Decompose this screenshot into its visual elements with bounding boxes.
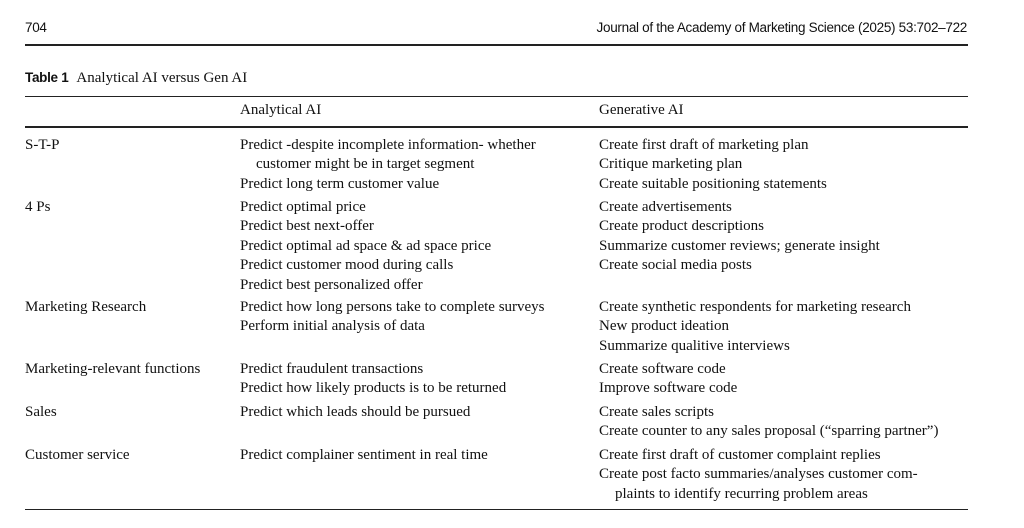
analytical-item: Predict optimal ad space & ad space pric… [240, 237, 492, 254]
generative-cell: Create sales scripts Create counter to an… [599, 403, 938, 442]
generative-cell: Create synthetic respondents for marketi… [599, 298, 911, 356]
generative-item: Create first draft of customer complaint… [599, 447, 881, 463]
analytical-item: Predict -despite incomplete information-… [240, 137, 536, 153]
generative-item: New product ideation [599, 318, 729, 335]
generative-cell: Create software code Improve software cod… [599, 360, 737, 399]
generative-cell: Create first draft of marketing plan Crit… [599, 136, 827, 194]
analytical-cell: Predict complainer sentiment in real tim… [240, 446, 488, 465]
table-bottom-rule [25, 509, 968, 510]
generative-cell: Create first draft of customer complaint… [599, 446, 918, 504]
analytical-cell: Predict -despite incomplete information-… [240, 136, 536, 194]
generative-item: Improve software code [599, 380, 738, 397]
analytical-item: Predict which leads should be pursued [240, 404, 471, 420]
analytical-item: customer might be in target segment [256, 156, 475, 173]
row-category: S-T-P [25, 137, 60, 153]
analytical-item: Predict best next-offer [240, 218, 374, 235]
journal-citation: Journal of the Academy of Marketing Scie… [596, 20, 968, 35]
generative-item: Create advertisements [599, 199, 732, 215]
analytical-cell: Predict optimal price Predict best next-o… [240, 198, 491, 295]
column-header-generative: Generative AI [599, 102, 684, 118]
generative-item: Create counter to any sales proposal (“s… [599, 423, 939, 440]
analytical-item: Perform initial analysis of data [240, 318, 425, 335]
table-top-rule [25, 96, 968, 97]
row-category: Marketing-relevant functions [25, 361, 201, 377]
analytical-item: Predict optimal price [240, 199, 366, 215]
table-caption: Table 1 Analytical AI versus Gen AI [25, 70, 247, 87]
row-category: 4 Ps [25, 199, 51, 215]
analytical-cell: Predict how long persons take to complet… [240, 298, 545, 337]
generative-item: Create software code [599, 361, 726, 377]
analytical-cell: Predict which leads should be pursued [240, 403, 470, 422]
analytical-item: Predict how likely products is to be ret… [240, 380, 507, 397]
generative-item: plaints to identify recurring problem ar… [615, 485, 868, 502]
analytical-item: Predict best personalized offer [240, 276, 423, 293]
analytical-item: Predict fraudulent transactions [240, 361, 424, 377]
table-label: Table 1 [25, 70, 69, 85]
generative-item: Create social media posts [599, 257, 752, 274]
generative-item: Create first draft of marketing plan [599, 137, 809, 153]
generative-item: Summarize customer reviews; generate ins… [599, 237, 880, 254]
column-header-analytical: Analytical AI [240, 102, 322, 118]
row-category: Marketing Research [25, 299, 147, 315]
table-title: Analytical AI versus Gen AI [76, 70, 248, 86]
analytical-item: Predict how long persons take to complet… [240, 299, 545, 315]
row-category: Sales [25, 404, 57, 420]
page-number: 704 [25, 20, 47, 35]
analytical-item: Predict long term customer value [240, 175, 440, 192]
table-header-rule [25, 126, 968, 128]
generative-item: Create sales scripts [599, 404, 714, 420]
generative-item: Create suitable positioning statements [599, 175, 827, 192]
generative-item: Create product descriptions [599, 218, 764, 235]
generative-item: Summarize qualitive interviews [599, 337, 790, 354]
generative-item: Create post facto summaries/analyses cus… [599, 466, 918, 483]
analytical-cell: Predict fraudulent transactions Predict h… [240, 360, 506, 399]
generative-item: Critique marketing plan [599, 156, 743, 173]
analytical-item: Predict complainer sentiment in real tim… [240, 447, 488, 463]
generative-item: Create synthetic respondents for marketi… [599, 299, 911, 315]
generative-cell: Create advertisements Create product desc… [599, 198, 880, 276]
analytical-item: Predict customer mood during calls [240, 257, 454, 274]
header-rule [25, 44, 968, 46]
row-category: Customer service [25, 447, 130, 463]
